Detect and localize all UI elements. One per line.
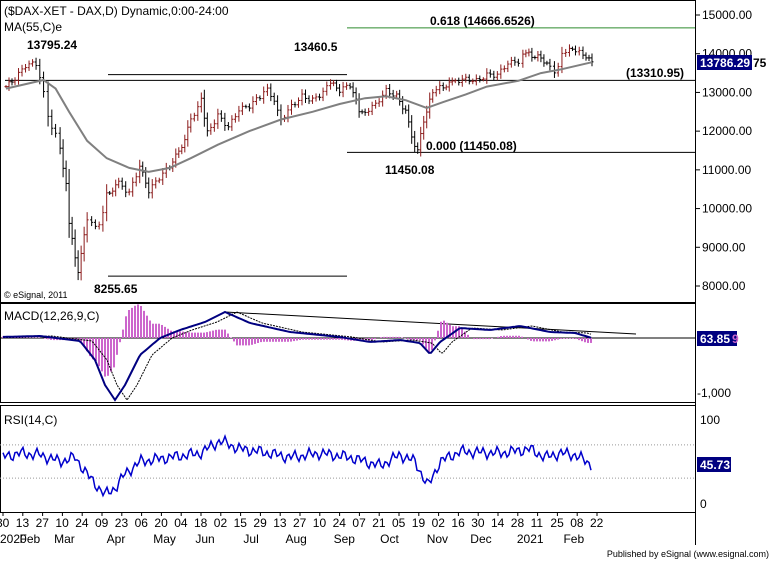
x-day-label: 27 xyxy=(36,516,50,530)
x-month-label: Oct xyxy=(380,532,399,546)
macd-title: MACD(12,26,9,C) xyxy=(4,309,99,323)
price-tick-label: 12000.00 xyxy=(702,124,752,138)
price-tick-label: 8000.00 xyxy=(702,279,746,293)
x-day-label: 24 xyxy=(75,516,89,530)
x-month-label: May xyxy=(153,532,176,546)
price-tick-label: 15000.00 xyxy=(702,8,752,22)
annotation-fib-000: 0.000 (11450.08) xyxy=(426,139,517,153)
x-axis: 30 13 27 10 24 09 23 06 20 04 18 02 15 29 13 27 10 24 07 21… xyxy=(0,513,604,546)
x-day-label: 16 xyxy=(451,516,465,530)
annotation-fib-618: 0.618 (14666.6526) xyxy=(430,14,535,28)
x-month-label: Jul xyxy=(243,532,258,546)
x-month-label: Jun xyxy=(195,532,214,546)
chart-title: ($DAX-XET - DAX,D) Dynamic,0:00-24:00 xyxy=(4,4,229,18)
x-day-label: 02 xyxy=(214,516,228,530)
x-day-label: 06 xyxy=(135,516,149,530)
footer-text: Published by eSignal (www.esignal.com) xyxy=(607,549,769,559)
x-day-label: 10 xyxy=(55,516,69,530)
x-day-label: 09 xyxy=(95,516,109,530)
annotation-11450: 11450.08 xyxy=(385,163,435,177)
rsi-title: RSI(14,C) xyxy=(4,413,57,427)
price-panel-frame xyxy=(0,0,696,303)
x-day-label: 02 xyxy=(432,516,446,530)
rsi-tick-0: 0 xyxy=(700,497,707,511)
rsi-tick-100: 100 xyxy=(700,413,720,427)
x-day-label: 29 xyxy=(253,516,267,530)
x-day-label: 13 xyxy=(273,516,287,530)
annotation-13310: (13310.95) xyxy=(626,66,684,80)
x-day-label: 28 xyxy=(511,516,525,530)
macd-value-box xyxy=(697,331,737,346)
ma-label: MA(55,C)e xyxy=(4,20,62,34)
x-day-label: 22 xyxy=(590,516,604,530)
x-month-label: Dec xyxy=(470,532,491,546)
x-month-label: Aug xyxy=(285,532,306,546)
price-tick-label: 9000.00 xyxy=(702,240,746,254)
x-month-label: Nov xyxy=(427,532,448,546)
x-day-label: 21 xyxy=(372,516,386,530)
x-day-label: 14 xyxy=(491,516,505,530)
x-month-label: Sep xyxy=(334,532,356,546)
x-day-label: 27 xyxy=(293,516,307,530)
macd-value-suffix: 9 xyxy=(732,332,739,346)
x-day-label: 19 xyxy=(412,516,426,530)
rsi-panel xyxy=(0,433,695,498)
x-month-label: Apr xyxy=(107,532,126,546)
x-day-label: 04 xyxy=(174,516,188,530)
x-month-label: Mar xyxy=(54,532,75,546)
price-tick-label: 13000.00 xyxy=(702,85,752,99)
x-day-label: 23 xyxy=(115,516,129,530)
annotation-13460: 13460.5 xyxy=(294,40,338,54)
price-tick-label: 10000.00 xyxy=(702,202,752,216)
macd-trendline xyxy=(224,311,637,335)
macd-value-label: 63.85 xyxy=(700,332,730,346)
x-day-label: 07 xyxy=(352,516,366,530)
last-price-label: 13786.29 xyxy=(700,56,750,70)
annotation-high: 13795.24 xyxy=(27,38,77,52)
rsi-value-box xyxy=(697,457,731,472)
copyright-label: © eSignal, 2011 xyxy=(4,290,68,300)
macd-line xyxy=(3,310,592,402)
rsi-value-label: 45.73 xyxy=(700,458,730,472)
price-tick-label: 11000.00 xyxy=(702,163,751,177)
x-day-label: 20 xyxy=(154,516,168,530)
x-day-label: 30 xyxy=(471,516,485,530)
x-day-label: 18 xyxy=(194,516,208,530)
last-price-box xyxy=(697,55,752,70)
x-day-label: 13 xyxy=(16,516,30,530)
x-day-label: 08 xyxy=(570,516,584,530)
x-month-label: Feb xyxy=(563,532,584,546)
x-day-label: 25 xyxy=(550,516,564,530)
x-day-label: 30 xyxy=(0,516,10,530)
x-month-label: 2021 xyxy=(517,532,544,546)
x-day-label: 11 xyxy=(531,516,544,530)
rsi-line xyxy=(2,433,592,498)
x-day-label: 15 xyxy=(234,516,248,530)
x-month-label: Feb xyxy=(20,532,41,546)
annotation-low: 8255.65 xyxy=(94,282,138,296)
price-panel: 8000.00 9000.00 10000.00 11000.00 12000.00 13… xyxy=(4,8,752,293)
last-price-suffix: 75 xyxy=(753,56,767,70)
x-month-label: 2020 xyxy=(0,532,27,546)
macd-panel xyxy=(0,304,695,402)
x-day-label: 24 xyxy=(333,516,347,530)
macd-tick-label: -1,000 xyxy=(697,386,731,400)
x-day-label: 05 xyxy=(392,516,406,530)
ma-line xyxy=(5,61,593,173)
x-day-label: 10 xyxy=(313,516,327,530)
